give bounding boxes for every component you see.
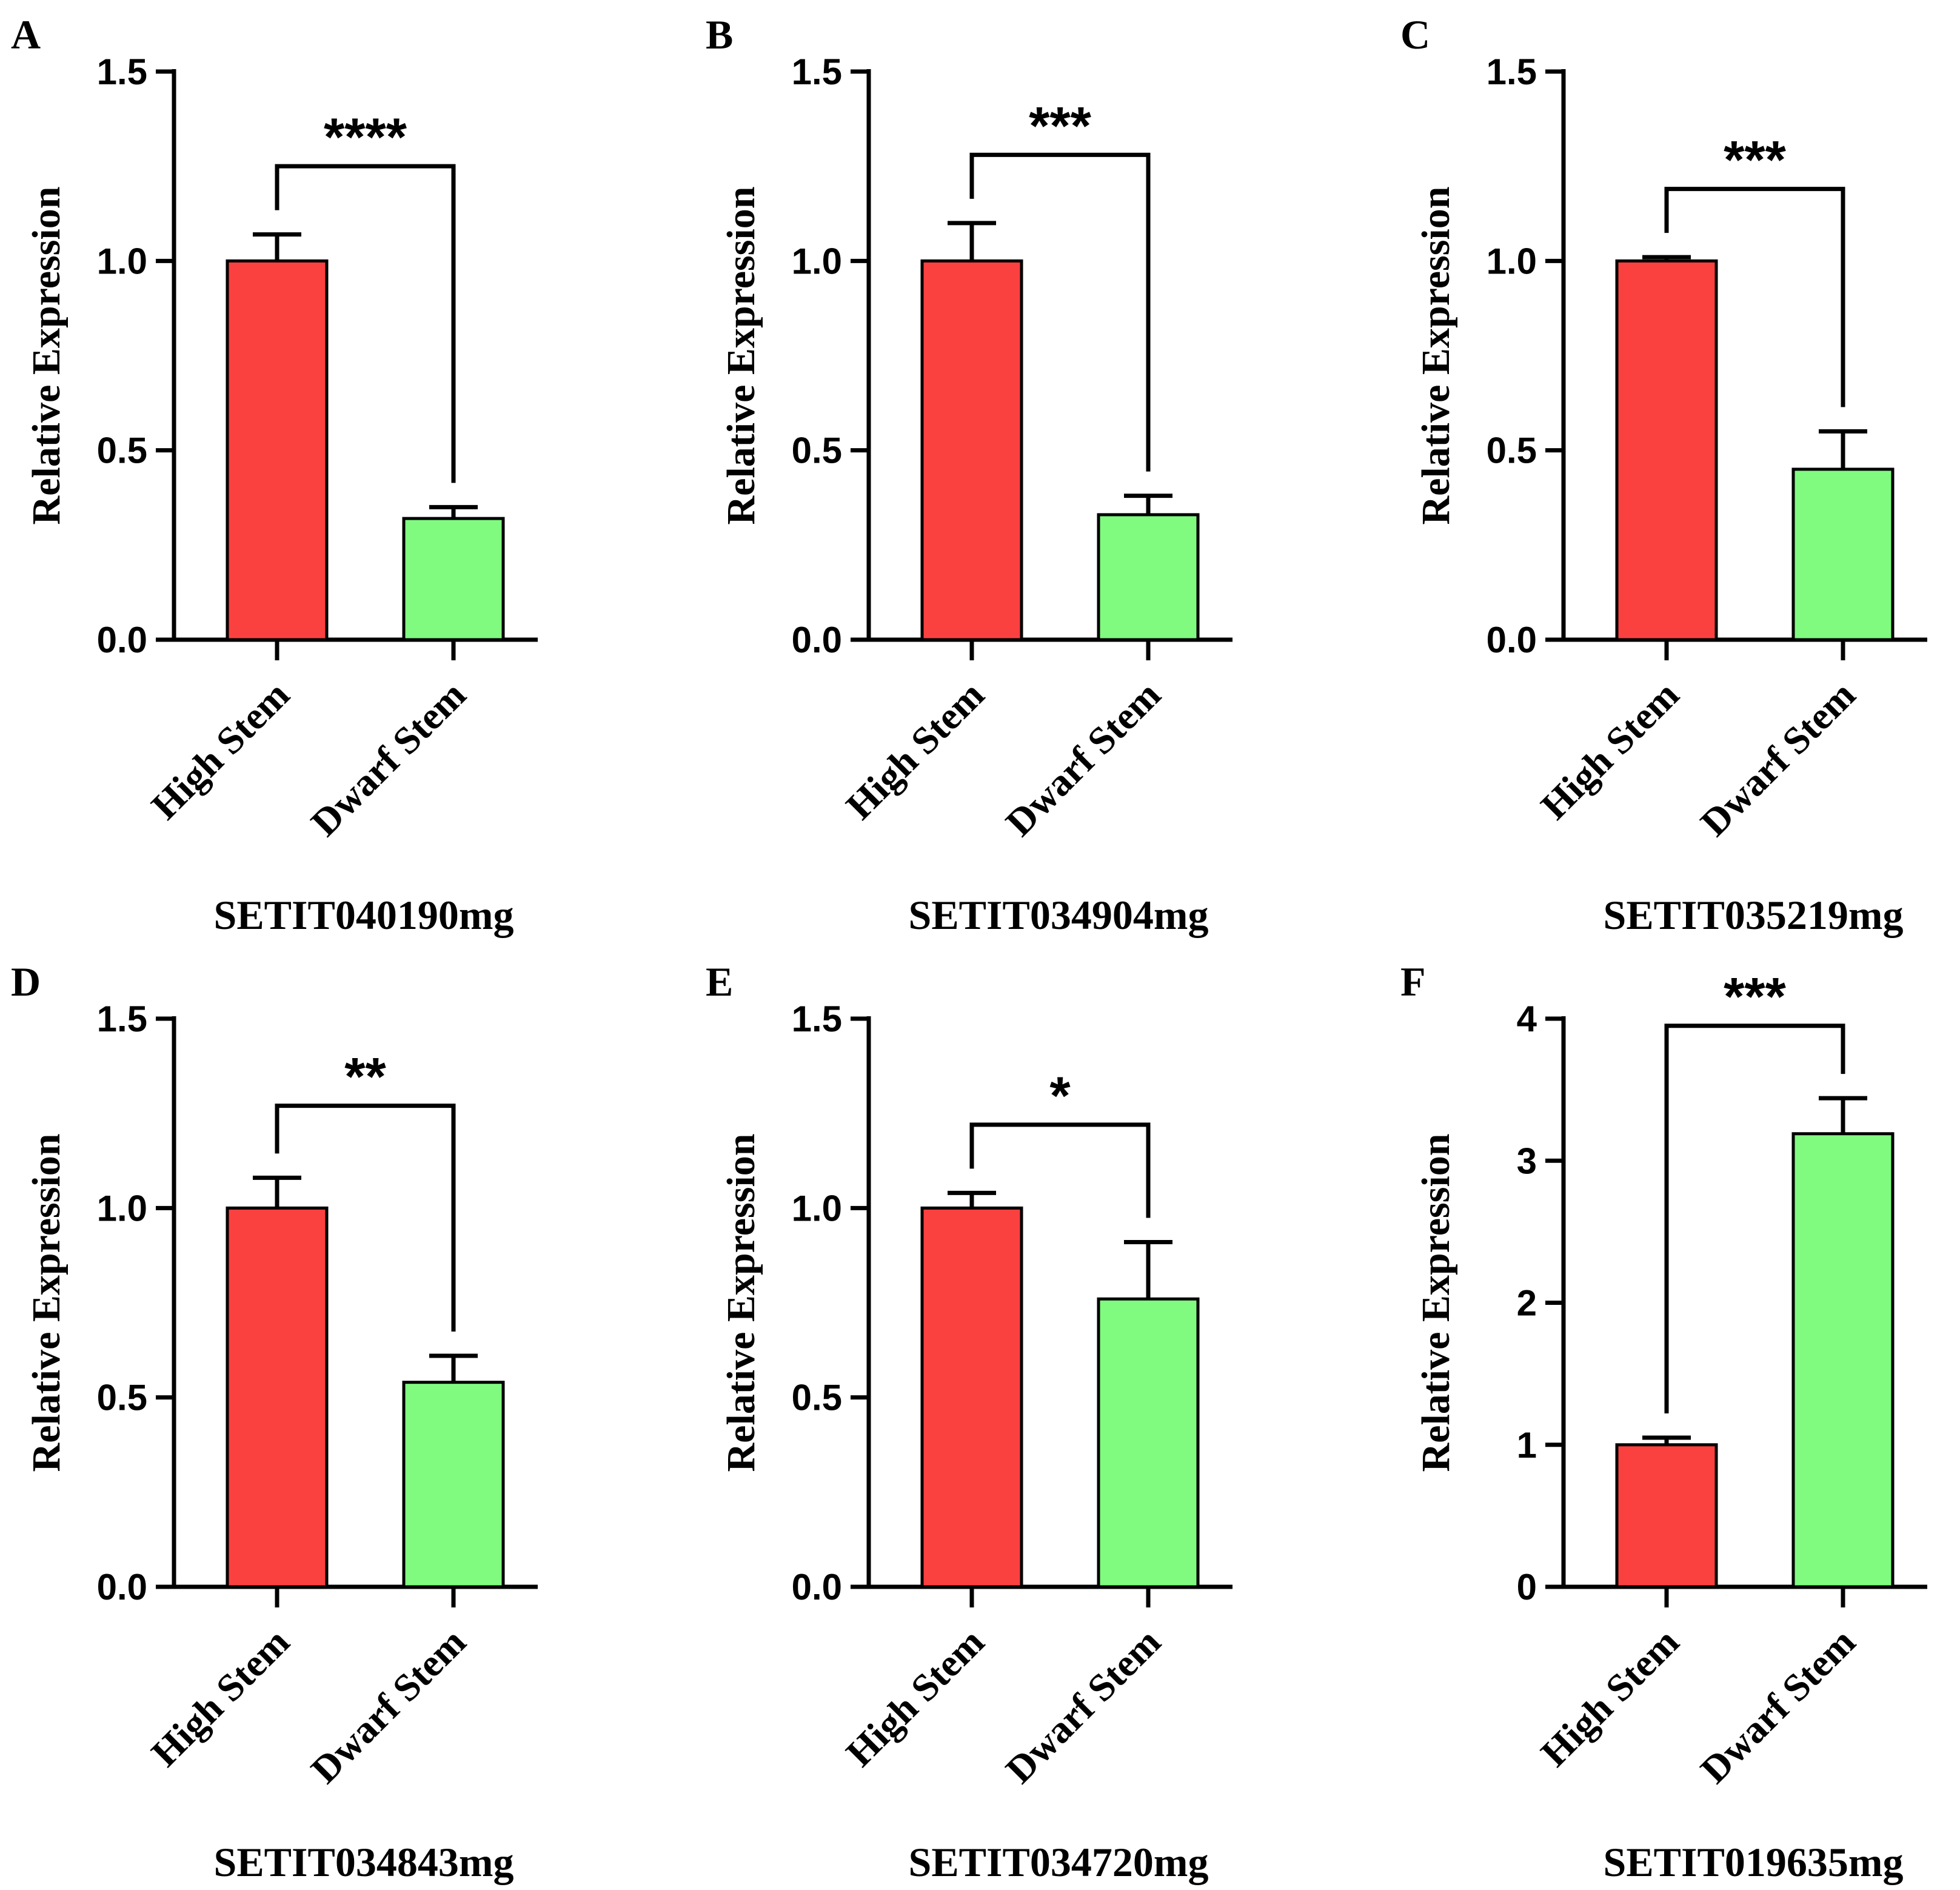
panel-f-ytick-label: 4 <box>1517 999 1537 1039</box>
panel-b-category-dwarf-stem: Dwarf Stem <box>997 673 1169 845</box>
panel-a-ytick-label: 1.0 <box>97 241 147 281</box>
panel-b-significance: *** <box>1029 95 1091 155</box>
panel-c-bar-high-stem <box>1615 259 1718 642</box>
panel-f-letter: F <box>1400 959 1426 1005</box>
panel-e-category-high-stem: High Stem <box>838 1620 992 1775</box>
panel-f-bar-dwarf-stem <box>1791 1132 1895 1589</box>
panel-d-significance-bracket <box>275 1104 456 1332</box>
panel-b-bar-high-stem <box>920 259 1023 642</box>
panel-f-category-dwarf-stem: Dwarf Stem <box>1692 1620 1864 1792</box>
panel-b-gene-title: SETIT034904mg <box>909 892 1209 938</box>
panel-a-significance: **** <box>324 107 407 167</box>
panel-f-ytick-label: 3 <box>1517 1141 1537 1181</box>
panel-a-ytick-label: 0.0 <box>97 620 147 660</box>
panel-b-significance-bracket <box>969 152 1151 472</box>
panel-a-category-dwarf-stem: Dwarf Stem <box>303 673 474 845</box>
panel-b-ylabel: Relative Expression <box>719 187 763 525</box>
panel-f-significance-bracket <box>1664 1024 1845 1414</box>
panel-a-bar-dwarf-stem <box>402 517 505 642</box>
panel-a-bar-high-stem <box>226 259 329 642</box>
panel-c-ytick-label: 1.5 <box>1487 52 1537 92</box>
panel-f-gene-title: SETIT019635mg <box>1604 1839 1904 1885</box>
panel-d-bar-high-stem <box>226 1206 329 1589</box>
panel-d-category-dwarf-stem: Dwarf Stem <box>303 1620 474 1792</box>
panel-e-bar-high-stem <box>920 1206 1023 1589</box>
panel-d-ylabel: Relative Expression <box>24 1134 69 1472</box>
panel-f-ytick-label: 1 <box>1517 1425 1537 1466</box>
panel-c-bar-dwarf-stem <box>1791 467 1895 642</box>
panel-a-ylabel: Relative Expression <box>24 187 69 525</box>
panel-a: A 0.0 0.5 1.0 1.5 Relative Expression High Ste… <box>11 12 538 938</box>
panel-b: B 0.0 0.5 1.0 1.5 Relative Expression High Ste… <box>706 12 1233 938</box>
panel-b-category-high-stem: High Stem <box>838 673 992 828</box>
panel-d: D 0.0 0.5 1.0 1.5 Relative Expression High Ste… <box>11 959 538 1885</box>
panel-a-significance-bracket <box>275 164 456 483</box>
panel-b-ytick-label: 0.0 <box>792 620 842 660</box>
panel-a-gene-title: SETIT040190mg <box>214 892 514 938</box>
panel-b-bar-dwarf-stem <box>1097 513 1200 642</box>
panel-a-letter: A <box>11 12 41 58</box>
panel-a-ytick-label: 1.5 <box>97 52 147 92</box>
panel-f-ytick-label: 2 <box>1517 1283 1537 1324</box>
panel-e: E 0.0 0.5 1.0 1.5 Relative Expression High Ste… <box>706 959 1233 1885</box>
panel-e-category-dwarf-stem: Dwarf Stem <box>997 1620 1169 1792</box>
panel-d-ytick-label: 1.5 <box>97 999 147 1039</box>
panel-e-ytick-label: 0.5 <box>792 1378 842 1418</box>
panel-e-gene-title: SETIT034720mg <box>909 1839 1209 1885</box>
panel-f-bar-high-stem <box>1615 1443 1718 1589</box>
panel-e-ytick-label: 0.0 <box>792 1567 842 1607</box>
panel-c-ytick-label: 1.0 <box>1487 241 1537 281</box>
panel-e-bar-dwarf-stem <box>1097 1297 1200 1589</box>
panel-e-significance-bracket <box>969 1122 1151 1218</box>
panel-d-letter: D <box>11 959 41 1005</box>
panel-c-letter: C <box>1400 12 1430 58</box>
panel-e-ytick-label: 1.5 <box>792 999 842 1039</box>
panel-b-letter: B <box>706 12 733 58</box>
panel-b-ytick-label: 0.5 <box>792 431 842 471</box>
panel-c: C 0.0 0.5 1.0 1.5 Relative Expression High Ste… <box>1400 12 1927 938</box>
panel-c-significance-bracket <box>1664 187 1845 407</box>
panel-d-significance: ** <box>344 1047 386 1107</box>
panel-e-letter: E <box>706 959 733 1005</box>
panel-c-gene-title: SETIT035219mg <box>1604 892 1904 938</box>
panel-e-significance: * <box>1049 1065 1071 1125</box>
panel-b-ytick-label: 1.0 <box>792 241 842 281</box>
panel-f-significance: *** <box>1724 967 1786 1027</box>
panel-d-bar-dwarf-stem <box>402 1381 505 1589</box>
panel-c-category-dwarf-stem: Dwarf Stem <box>1692 673 1864 845</box>
panel-f: F 0 1 2 3 4 Relative Expression High Stem Dwarf … <box>1400 959 1927 1885</box>
panel-d-ytick-label: 1.0 <box>97 1188 147 1228</box>
panel-d-gene-title: SETIT034843mg <box>214 1839 514 1885</box>
panel-b-ytick-label: 1.5 <box>792 52 842 92</box>
panel-d-category-high-stem: High Stem <box>143 1620 298 1775</box>
panel-c-ytick-label: 0.0 <box>1487 620 1537 660</box>
panel-d-ytick-label: 0.5 <box>97 1378 147 1418</box>
panel-c-significance: *** <box>1724 130 1786 190</box>
panel-f-ylabel: Relative Expression <box>1414 1134 1458 1472</box>
panel-d-ytick-label: 0.0 <box>97 1567 147 1607</box>
panel-e-ytick-label: 1.0 <box>792 1188 842 1228</box>
panel-a-ytick-label: 0.5 <box>97 431 147 471</box>
panel-a-category-high-stem: High Stem <box>143 673 298 828</box>
panel-f-category-high-stem: High Stem <box>1533 1620 1687 1775</box>
panel-c-category-high-stem: High Stem <box>1533 673 1687 828</box>
panel-c-ylabel: Relative Expression <box>1414 187 1458 525</box>
panel-c-ytick-label: 0.5 <box>1487 431 1537 471</box>
panel-e-ylabel: Relative Expression <box>719 1134 763 1472</box>
panel-f-ytick-label: 0 <box>1517 1567 1537 1607</box>
